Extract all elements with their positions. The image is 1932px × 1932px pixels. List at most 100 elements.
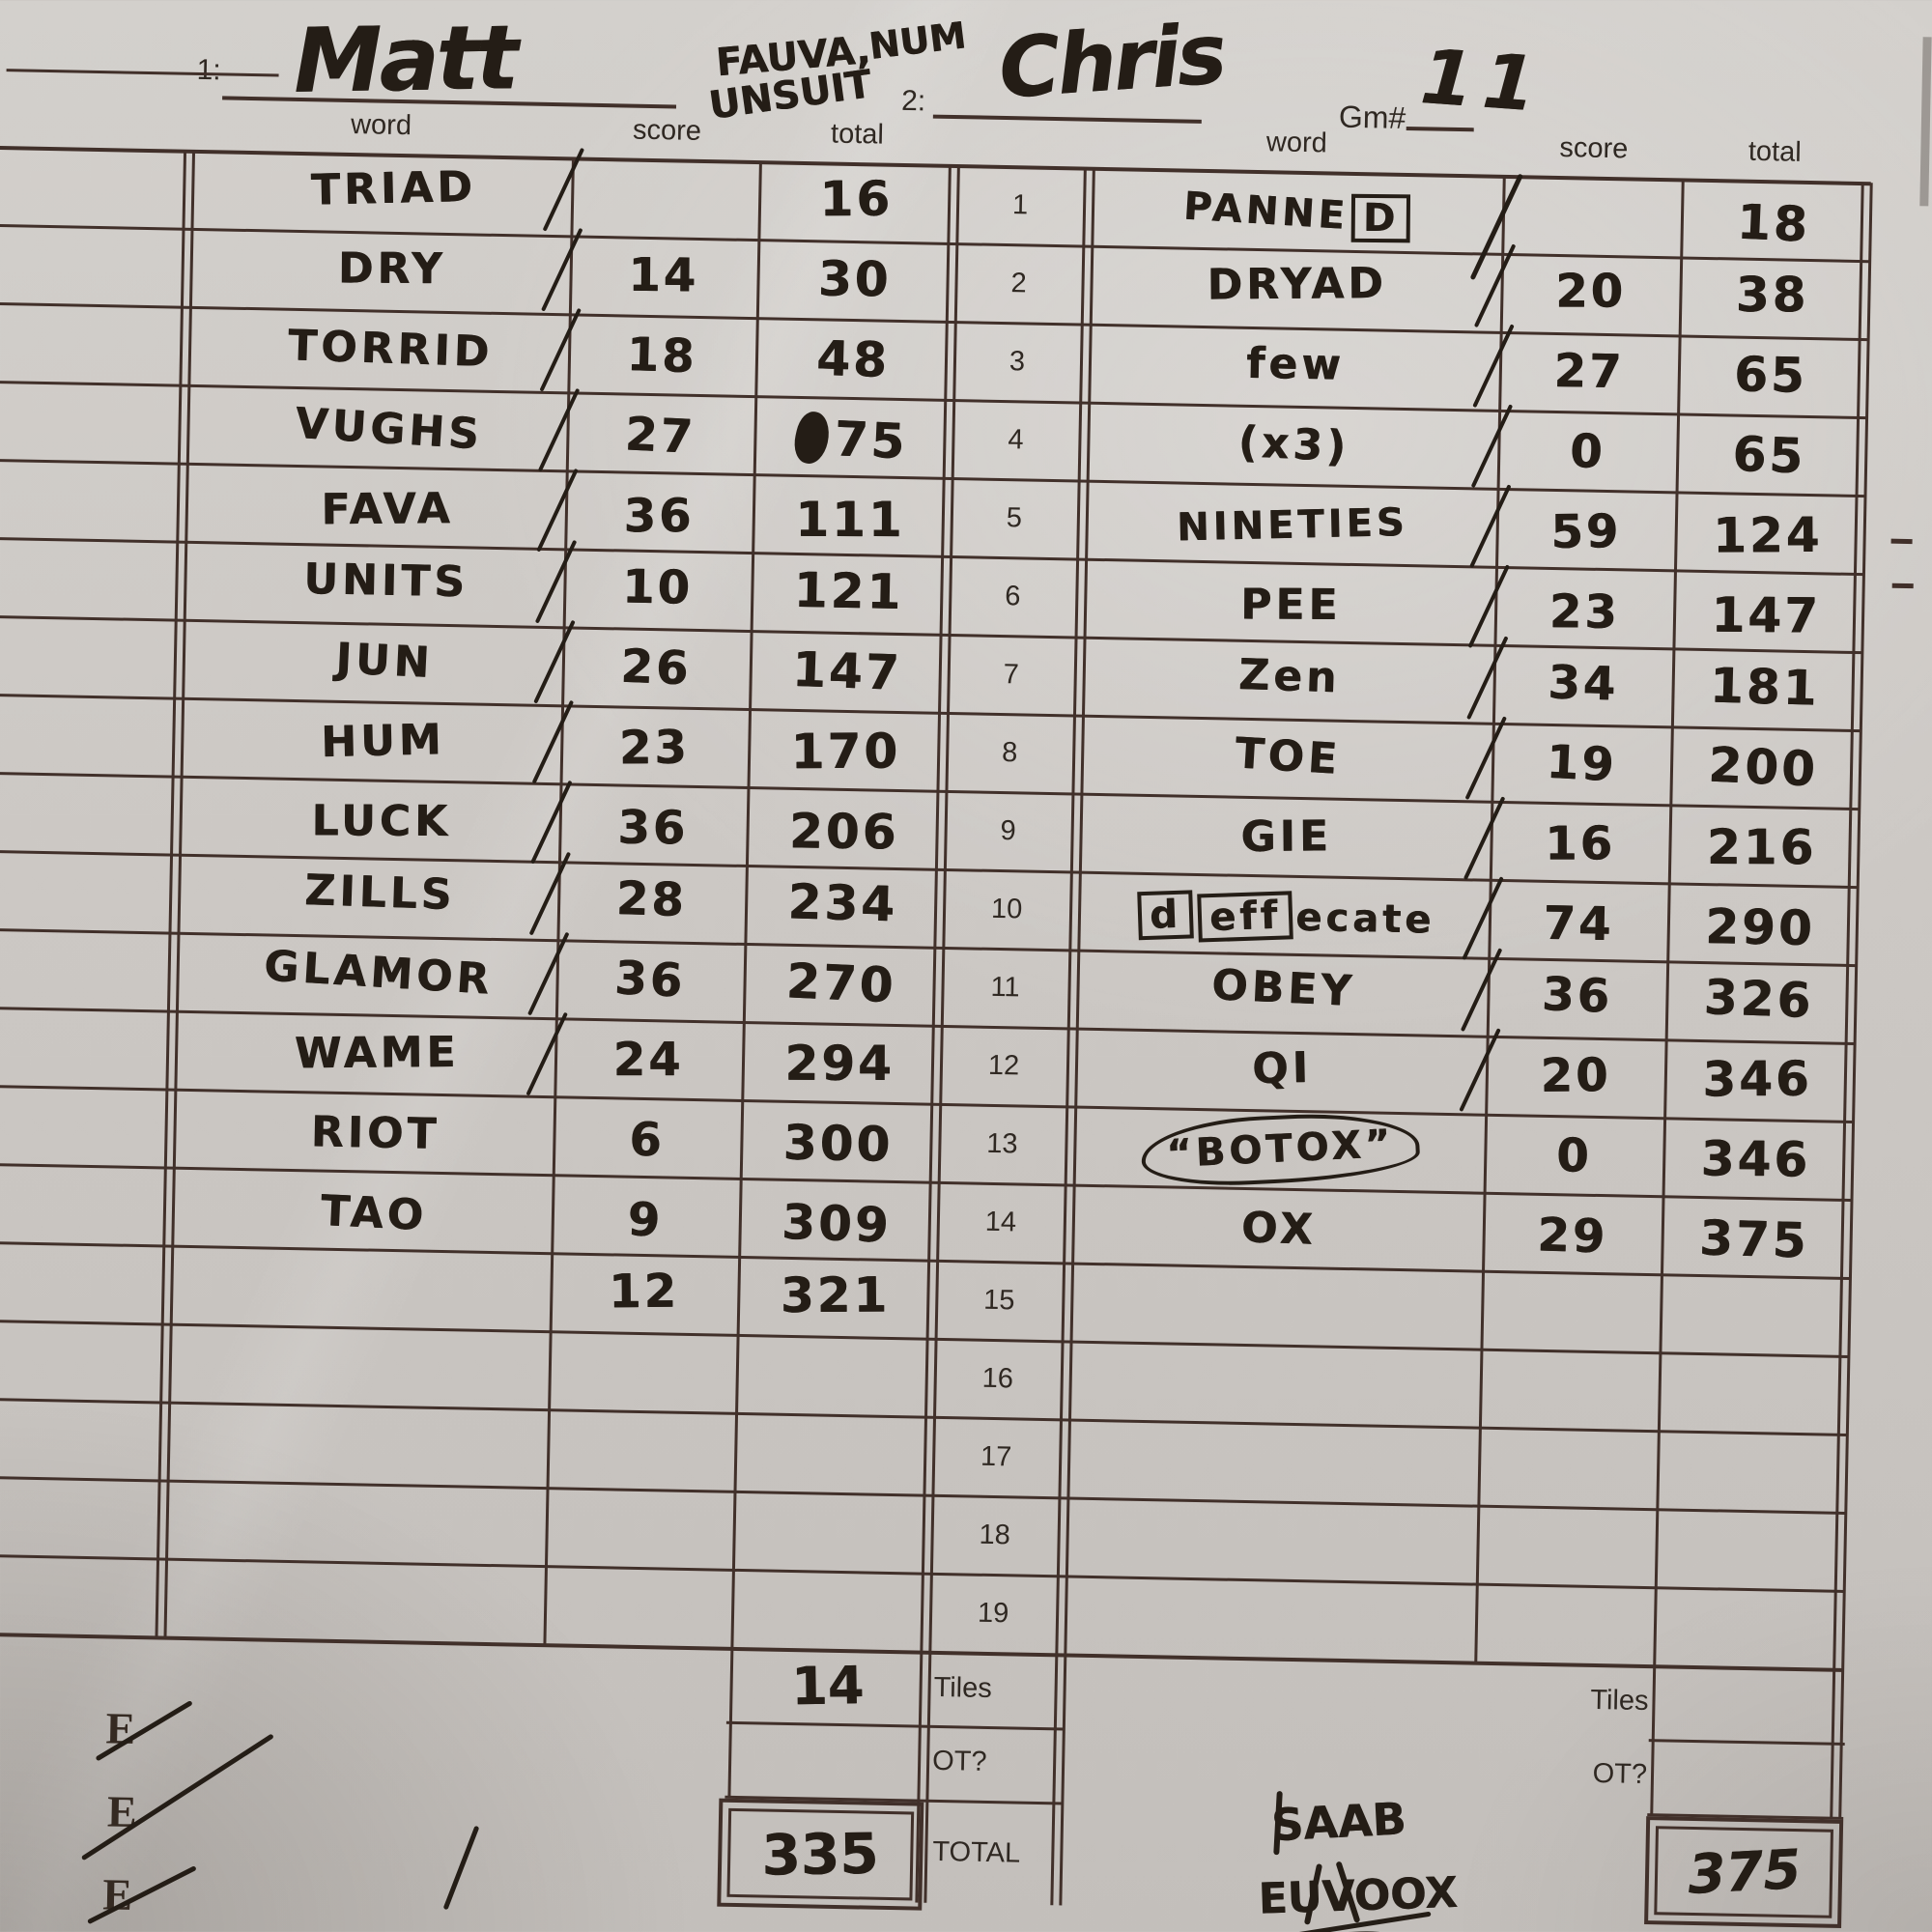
total-cell: 147 — [791, 640, 903, 701]
total-cell: 290 — [1704, 897, 1816, 956]
score-cell: 20 — [1540, 1047, 1611, 1103]
p1-grand-total-box: 335 — [717, 1798, 924, 1911]
total-cell: 200 — [1707, 736, 1820, 798]
score-cell: 23 — [1548, 583, 1620, 639]
p1-grand-total-box-inner: 335 — [726, 1807, 915, 1901]
total-cell: 309 — [781, 1193, 893, 1254]
score-cell: 36 — [617, 800, 689, 855]
p1-tiles-label: Tiles — [933, 1671, 993, 1705]
score-cell: 18 — [625, 327, 698, 384]
word-cell: TRIAD — [310, 161, 477, 215]
p1-score-header: score — [632, 114, 702, 147]
score-cell: 19 — [1545, 734, 1618, 792]
p1-total-label: TOTAL — [932, 1835, 1021, 1869]
score-cell: 9 — [626, 1191, 665, 1248]
score-cell: 24 — [612, 1032, 684, 1087]
word-circled: “BOTOX” — [1140, 1108, 1421, 1189]
total-correction-scribble — [790, 408, 835, 467]
total-cell: 346 — [1700, 1129, 1811, 1188]
word-part-boxed: eff — [1197, 890, 1294, 943]
player1-name: Matt — [293, 6, 517, 113]
total-cell: 111 — [795, 491, 905, 548]
row-number: 10 — [990, 893, 1023, 925]
score-cell: 10 — [621, 558, 694, 615]
struck-letter-e3: E — [86, 1865, 197, 1925]
total-cell: 30 — [817, 250, 892, 307]
player1-label: 1: — [196, 53, 221, 87]
total-cell: 16 — [819, 170, 894, 227]
stray-pen-mark — [442, 1825, 480, 1911]
row-number: 13 — [986, 1127, 1018, 1160]
p2-ot-label: OT? — [1592, 1757, 1648, 1791]
row-number: 2 — [1010, 268, 1027, 299]
row-number: 14 — [984, 1206, 1017, 1238]
total-cell: 346 — [1702, 1050, 1812, 1107]
total-cell: 38 — [1735, 266, 1809, 323]
word-cell: GIE — [1240, 811, 1333, 863]
p1-total-header: total — [830, 118, 885, 151]
word-cell: TAO — [319, 1186, 429, 1241]
p2-grand-total-box-inner: 375 — [1654, 1826, 1833, 1918]
score-cell: 36 — [612, 950, 687, 1009]
row-number: 7 — [1003, 659, 1020, 691]
word-cell: OX — [1240, 1203, 1318, 1255]
score-cell: 16 — [1545, 816, 1615, 871]
score-cell: 36 — [1541, 966, 1613, 1024]
word-cell: NINETIES — [1176, 499, 1409, 550]
score-cell: 59 — [1550, 503, 1622, 559]
p2-grand-total-box: 375 — [1644, 1816, 1844, 1928]
paper-edge-mark — [1890, 538, 1913, 545]
total-cell: 170 — [790, 723, 901, 780]
total-cell: 121 — [793, 561, 904, 620]
game-number: 11 — [1417, 34, 1548, 129]
total-cell: 124 — [1712, 506, 1823, 564]
total-cell: 18 — [1735, 193, 1811, 253]
paper-edge-mark — [1891, 582, 1914, 589]
score-cell: 74 — [1543, 895, 1614, 952]
grid-line — [6, 69, 279, 77]
row-number: 15 — [982, 1284, 1015, 1317]
row-number: 11 — [990, 971, 1020, 1004]
row-number: 16 — [981, 1362, 1014, 1395]
score-cell: 36 — [623, 488, 695, 543]
total-cell: 65 — [1733, 346, 1808, 404]
player2-name: Chris — [995, 6, 1227, 118]
total-cell: 206 — [788, 802, 899, 861]
score-cell: 27 — [623, 406, 697, 465]
row-number: 3 — [1009, 346, 1026, 378]
score-cell: 26 — [619, 639, 693, 696]
grid-line — [725, 1720, 1065, 1731]
word-part: PANNE — [1181, 184, 1350, 239]
scribble-word-saab: SAAB — [1270, 1791, 1407, 1856]
total-cell: 65 — [1731, 425, 1807, 485]
row-number: 8 — [1001, 737, 1018, 769]
total-cell: 147 — [1711, 586, 1822, 644]
score-cell: 28 — [615, 870, 688, 927]
row-number: 6 — [1004, 581, 1021, 612]
score-cell: 0 — [1569, 423, 1606, 479]
row-number: 19 — [977, 1597, 1009, 1630]
score-cell: 34 — [1547, 655, 1619, 712]
p1-grand-total: 335 — [761, 1820, 880, 1889]
paper-edge-shadow — [1919, 37, 1932, 207]
row-number: 4 — [1008, 424, 1024, 456]
player2-name-line — [932, 114, 1202, 124]
row-number: 5 — [1006, 502, 1023, 534]
p2-word-header: word — [1265, 127, 1328, 159]
p2-tiles-label: Tiles — [1590, 1684, 1649, 1718]
total-cell: 300 — [782, 1114, 894, 1173]
word-cell: DRYAD — [1207, 259, 1387, 310]
total-cell: 216 — [1706, 818, 1817, 875]
score-cell: 6 — [628, 1112, 666, 1167]
total-cell: 234 — [786, 872, 898, 932]
row-number: 1 — [1011, 189, 1029, 221]
score-cell: 20 — [1555, 264, 1626, 319]
word-part-boxed: D — [1350, 193, 1411, 242]
score-cell: 14 — [627, 247, 699, 303]
p1-tiles-value: 14 — [790, 1654, 865, 1717]
score-cell: 29 — [1536, 1207, 1608, 1264]
total-cell: 48 — [815, 329, 891, 388]
p2-total-header: total — [1747, 135, 1803, 168]
word-cell: HUM — [320, 715, 446, 768]
